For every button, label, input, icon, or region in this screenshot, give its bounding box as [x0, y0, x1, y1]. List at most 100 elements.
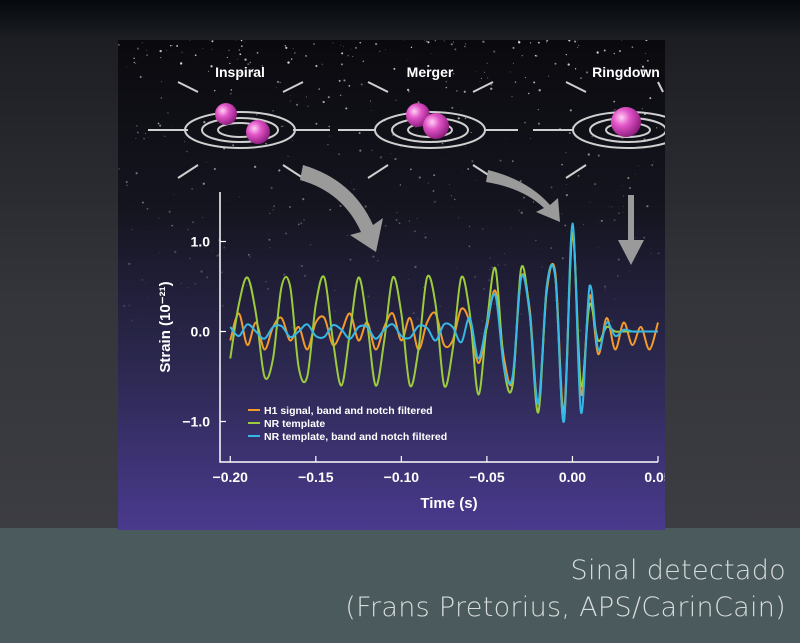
star: [362, 60, 364, 62]
star: [609, 219, 610, 220]
star: [323, 101, 325, 103]
star: [250, 62, 251, 63]
star: [128, 263, 130, 265]
star: [194, 283, 195, 284]
star: [533, 81, 535, 83]
star: [362, 256, 363, 257]
star: [426, 41, 428, 43]
star: [484, 72, 485, 73]
star: [200, 270, 202, 272]
star: [417, 318, 419, 320]
star: [458, 117, 460, 119]
star: [118, 44, 120, 46]
star: [452, 206, 453, 207]
star: [202, 217, 203, 218]
star: [222, 305, 224, 307]
star: [411, 47, 412, 48]
star: [322, 296, 323, 297]
star: [493, 50, 495, 52]
star: [658, 252, 660, 254]
star: [539, 89, 541, 91]
star: [283, 274, 285, 276]
star: [265, 281, 267, 283]
star: [577, 41, 578, 42]
star: [413, 312, 415, 314]
star: [290, 113, 291, 114]
star: [497, 264, 499, 266]
star: [161, 81, 162, 82]
star: [410, 168, 412, 170]
star: [371, 150, 373, 152]
star: [136, 125, 138, 127]
star: [649, 97, 651, 99]
star: [359, 149, 361, 151]
star: [425, 236, 427, 238]
star: [594, 183, 596, 185]
star: [575, 68, 576, 69]
star: [146, 226, 147, 227]
y-tick-label: 1.0: [191, 234, 211, 250]
star: [293, 48, 294, 49]
star: [623, 195, 625, 197]
star: [123, 305, 125, 307]
star: [371, 110, 372, 111]
star: [285, 47, 287, 49]
star: [419, 176, 421, 178]
star: [528, 93, 529, 94]
star: [444, 41, 445, 42]
star: [564, 225, 566, 227]
star: [253, 258, 254, 259]
star: [488, 279, 489, 280]
star: [167, 113, 168, 114]
star: [489, 257, 490, 258]
y-tick-label: 0.0: [191, 324, 211, 340]
star: [465, 146, 466, 147]
star: [192, 221, 193, 222]
star: [228, 331, 229, 332]
star: [541, 266, 542, 267]
star: [343, 79, 345, 81]
star: [268, 234, 269, 235]
star: [451, 44, 452, 45]
star: [160, 57, 161, 58]
star: [577, 47, 578, 48]
star: [394, 158, 396, 160]
star: [181, 52, 182, 53]
star: [645, 53, 646, 54]
star: [334, 311, 336, 313]
star: [166, 50, 167, 51]
star: [379, 51, 381, 53]
star: [614, 53, 615, 54]
star: [250, 256, 251, 257]
star: [555, 321, 557, 323]
star: [642, 108, 643, 109]
star: [230, 93, 232, 95]
star: [588, 153, 590, 155]
star: [474, 276, 476, 278]
star: [191, 188, 192, 189]
star: [132, 229, 133, 230]
star: [332, 304, 333, 305]
star: [352, 56, 353, 57]
star: [159, 125, 161, 127]
star: [269, 247, 270, 248]
star: [550, 247, 552, 249]
star: [370, 101, 371, 102]
stage-label: Ringdown: [592, 64, 660, 80]
star: [586, 71, 588, 73]
star: [203, 183, 205, 185]
star: [304, 275, 306, 277]
star: [598, 247, 599, 248]
star: [164, 136, 165, 137]
star: [211, 251, 212, 252]
star: [490, 88, 492, 90]
star: [328, 126, 330, 128]
caption-line: (Frans Pretorius, APS/CarinCain): [345, 589, 786, 626]
star: [491, 291, 492, 292]
star: [618, 213, 619, 214]
star: [294, 52, 295, 53]
star: [244, 41, 245, 42]
star: [589, 202, 590, 203]
x-axis-label: Time (s): [420, 495, 477, 512]
star: [580, 329, 581, 330]
